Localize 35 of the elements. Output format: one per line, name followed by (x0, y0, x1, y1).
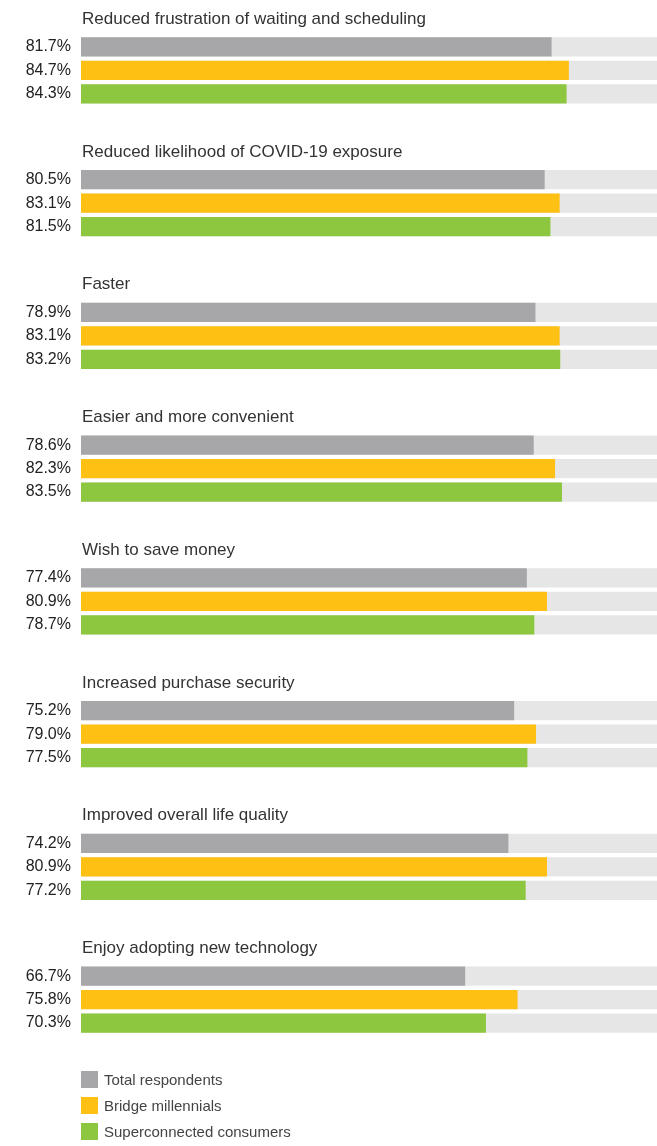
data-label: 84.7% (25, 60, 71, 78)
y-tick-label: Faster (82, 274, 131, 294)
data-label: 66.7% (25, 966, 71, 984)
data-label: 70.3% (25, 1013, 71, 1031)
data-label: 74.2% (25, 833, 71, 851)
data-label: 79.0% (25, 724, 71, 742)
y-tick-label: Increased purchase security (82, 672, 296, 692)
data-label: 80.5% (25, 170, 71, 188)
data-label: 80.9% (25, 857, 71, 875)
y-tick-label: Enjoy adopting new technology (82, 938, 318, 958)
legend-label: Bridge millennials (104, 1096, 222, 1114)
y-tick-label: Improved overall life quality (82, 805, 289, 825)
data-label: 80.9% (25, 591, 71, 609)
data-label: 77.5% (25, 747, 71, 765)
data-label: 78.9% (25, 302, 71, 320)
data-label: 84.3% (25, 84, 71, 102)
data-label: 78.6% (25, 435, 71, 453)
y-tick-label: Reduced likelihood of COVID-19 exposure (82, 141, 403, 161)
data-label: 81.5% (25, 216, 71, 234)
data-label: 82.3% (25, 459, 71, 477)
data-label: 83.2% (25, 349, 71, 367)
data-label: 75.8% (25, 990, 71, 1008)
legend-label: Superconnected consumers (104, 1122, 291, 1140)
legend-label: Total respondents (104, 1070, 223, 1088)
data-label: 75.2% (25, 701, 71, 719)
data-label: 77.2% (25, 880, 71, 898)
y-tick-label: Wish to save money (82, 539, 236, 559)
data-label: 83.1% (25, 326, 71, 344)
data-label: 83.1% (25, 193, 71, 211)
data-label: 83.5% (25, 482, 71, 500)
y-tick-label: Easier and more convenient (82, 407, 294, 427)
data-label: 77.4% (25, 568, 71, 586)
y-tick-label: Reduced frustration of waiting and scheduling (82, 8, 426, 28)
data-label: 78.7% (25, 615, 71, 633)
data-label: 81.7% (25, 37, 71, 55)
